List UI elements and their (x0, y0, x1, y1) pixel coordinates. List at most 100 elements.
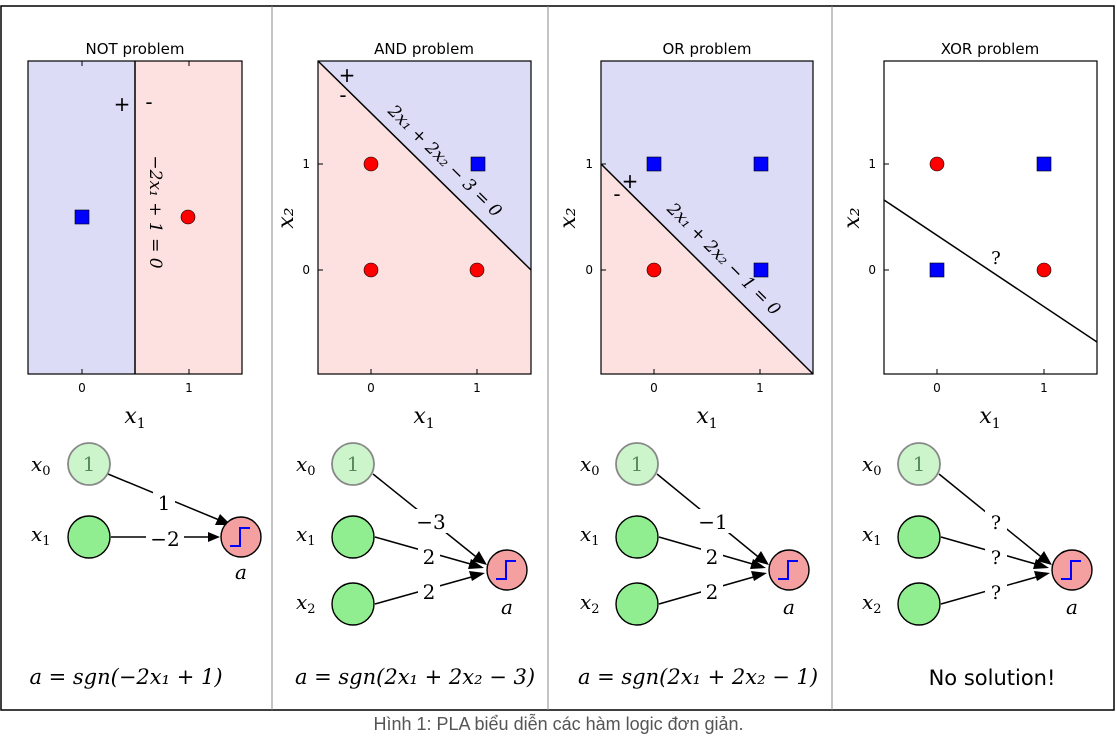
weight-label: ? (991, 547, 1001, 569)
figure-frame (0, 5, 1115, 711)
input-node (331, 515, 375, 559)
red-point (363, 156, 379, 172)
red-point (1036, 262, 1052, 278)
weight-label-bg (153, 490, 175, 514)
weight-label-bg (985, 545, 1007, 569)
blue-point (74, 209, 90, 225)
arrow-head (468, 559, 484, 569)
x-tick-label: 1 (1040, 381, 1048, 395)
plus-sign: + (114, 92, 131, 116)
weight-label-bg (412, 509, 450, 533)
y-tick-label: 1 (302, 157, 310, 171)
x-axis-label: x1 (413, 404, 434, 432)
plot-title: AND problem (374, 40, 474, 58)
node-label: x1 (296, 522, 316, 549)
weight-label-bg (694, 509, 732, 533)
panel-xor: XOR problem ? 0 1 1 0 x₂ x1 ? ? ? 1 (840, 40, 1098, 690)
arrow-head (469, 571, 485, 581)
y-tick-label: 0 (585, 263, 593, 277)
bias-node-value: 1 (347, 452, 360, 476)
node-label: x1 (31, 522, 51, 549)
plot-area (884, 61, 1097, 374)
y-axis-label: x₂ (556, 207, 581, 228)
input-node (897, 582, 941, 626)
output-label: a (501, 595, 513, 619)
unknown-boundary-label: ? (991, 248, 1001, 269)
node-label: x0 (862, 452, 882, 479)
plus-sign: + (622, 169, 639, 193)
weight-label: −3 (416, 510, 445, 534)
input-node (331, 582, 375, 626)
blue-point (646, 156, 662, 172)
weight-label-bg (418, 545, 440, 569)
weight-label: ? (991, 512, 1001, 534)
formula: a = sgn(2x₁ + 2x₂ − 3) (295, 665, 535, 689)
blue-point (753, 156, 769, 172)
decision-boundary (600, 163, 814, 375)
plus-sign: + (339, 63, 356, 87)
bias-node-value: 1 (913, 452, 926, 476)
input-node (67, 515, 111, 559)
panel-or: OR problem + - 2x₁ + 2x₂ − 1 = 0 0 1 1 0… (556, 40, 818, 689)
boundary-equation: −2x₁ + 1 = 0 (145, 155, 165, 268)
figure-caption: Hình 1: PLA biểu diễn các hàm logic đơn … (373, 714, 744, 734)
red-point (363, 262, 379, 278)
formula: No solution! (929, 666, 1056, 690)
y-tick-label: 1 (868, 157, 876, 171)
bias-node (67, 442, 111, 486)
blue-point (470, 156, 486, 172)
bias-node-value: 1 (83, 452, 96, 476)
blue-point (929, 262, 945, 278)
pla-logic-figure: NOT problem + - −2x₁ + 1 = 0 0 1 x1 1 −2… (0, 5, 1115, 711)
bias-node (897, 442, 941, 486)
step-function-icon (778, 560, 798, 580)
x-tick-label: 0 (933, 381, 941, 395)
arrow-head (751, 571, 767, 581)
bias-node-value: 1 (631, 452, 644, 476)
arrow-head (754, 551, 769, 565)
weight-label: 2 (423, 545, 436, 569)
y-axis-label: x₂ (274, 207, 299, 228)
minus-sign: - (145, 90, 152, 114)
weight-label: ? (991, 582, 1001, 604)
node-label: x0 (580, 452, 600, 479)
red-point (469, 262, 485, 278)
formula: a = sgn(2x₁ + 2x₂ − 1) (578, 665, 818, 689)
arrow-head (750, 559, 766, 569)
x-tick-label: 0 (367, 381, 375, 395)
bias-node (615, 442, 659, 486)
plot-frame (883, 60, 1098, 375)
weight-label-bg (985, 509, 1007, 533)
output-label: a (783, 595, 795, 619)
x-tick-label: 0 (78, 381, 86, 395)
panel-not: NOT problem + - −2x₁ + 1 = 0 0 1 x1 1 −2… (27, 40, 262, 689)
y-tick-label: 0 (868, 263, 876, 277)
output-label: a (1066, 595, 1078, 619)
arrow-head (1033, 559, 1049, 569)
node-label: x2 (580, 590, 600, 617)
weight-label-bg (701, 580, 723, 604)
x-axis-label: x1 (696, 404, 717, 432)
weight-label-bg (701, 545, 723, 569)
weight-label-bg (146, 526, 184, 550)
weight-label: 1 (158, 491, 171, 515)
node-label: x2 (296, 590, 316, 617)
plot-frame (317, 60, 532, 375)
formula: a = sgn(−2x₁ + 1) (29, 665, 222, 689)
red-point (929, 156, 945, 172)
node-label: x1 (580, 522, 600, 549)
weight-label-bg (985, 580, 1007, 604)
x-axis-label: x1 (124, 404, 145, 432)
bias-node (331, 442, 375, 486)
red-point (646, 262, 662, 278)
x-tick-label: 1 (756, 381, 764, 395)
weight-label-bg (418, 580, 440, 604)
node-label: x1 (862, 522, 882, 549)
weight-label: −2 (150, 527, 179, 551)
y-tick-label: 1 (585, 157, 593, 171)
input-node (615, 515, 659, 559)
arrow-head (208, 532, 220, 542)
arrow-head (1037, 551, 1052, 565)
blue-point (1036, 156, 1052, 172)
arrow-head (472, 551, 487, 565)
